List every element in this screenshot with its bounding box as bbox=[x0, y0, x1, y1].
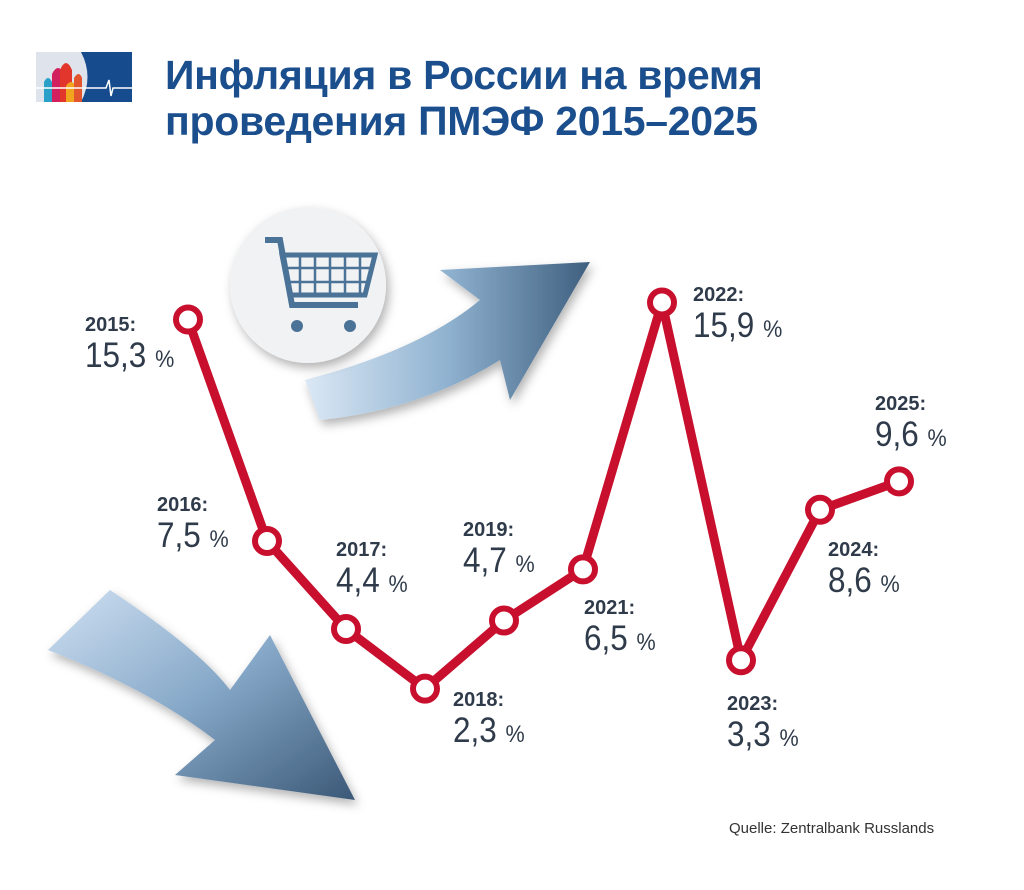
shopping-cart-icon bbox=[230, 207, 386, 363]
unit-label: % bbox=[209, 526, 229, 553]
value-number: 6,5 bbox=[584, 619, 628, 659]
value-label: 4,4 % bbox=[336, 561, 408, 605]
year-label: 2019: bbox=[463, 518, 515, 541]
value-label: 7,5 % bbox=[157, 516, 229, 560]
value-label: 9,6 % bbox=[875, 415, 947, 459]
data-point-2016 bbox=[252, 526, 282, 556]
data-label-2023: 2023: 3,3 % bbox=[727, 693, 807, 759]
year-label: 2025: bbox=[875, 393, 927, 416]
data-point-2022 bbox=[647, 287, 677, 318]
title-line-2: проведения ПМЭФ 2015–2025 bbox=[165, 98, 758, 144]
data-point-2024 bbox=[805, 494, 835, 525]
value-label: 15,9 % bbox=[693, 306, 782, 350]
value-label: 4,7 % bbox=[463, 541, 535, 585]
data-point-2019 bbox=[489, 605, 519, 636]
data-label-2015: 2015: 15,3 % bbox=[85, 314, 184, 380]
data-label-2025: 2025: 9,6 % bbox=[875, 393, 955, 459]
value-number: 7,5 bbox=[157, 516, 201, 555]
year-label: 2015: bbox=[85, 314, 137, 337]
data-point-2025 bbox=[884, 466, 914, 497]
value-label: 3,3 % bbox=[727, 715, 799, 759]
year-label: 2021: bbox=[584, 597, 636, 620]
value-label: 8,6 % bbox=[828, 561, 900, 605]
year-label: 2018: bbox=[453, 688, 505, 711]
data-label-2017: 2017: 4,4 % bbox=[336, 539, 416, 605]
value-number: 15,9 bbox=[693, 306, 755, 346]
year-label: 2023: bbox=[727, 693, 779, 716]
value-number: 8,6 bbox=[828, 560, 872, 600]
unit-label: % bbox=[388, 571, 408, 599]
arrow-up-icon bbox=[305, 262, 590, 420]
data-label-2022: 2022: 15,9 % bbox=[693, 284, 792, 350]
value-number: 15,3 bbox=[85, 336, 147, 376]
year-label: 2016: bbox=[157, 494, 209, 516]
data-label-2019: 2019: 4,7 % bbox=[463, 519, 543, 585]
year-label: 2024: bbox=[828, 538, 880, 561]
source-note: Quelle: Zentralbank Russlands bbox=[729, 820, 935, 837]
chart-title: Инфляция в России на время проведения ПМ… bbox=[165, 52, 763, 144]
arrow-down-icon bbox=[48, 590, 355, 800]
title-line-1: Инфляция в России на время bbox=[165, 52, 763, 98]
unit-label: % bbox=[515, 550, 535, 578]
data-label-2024: 2024: 8,6 % bbox=[828, 539, 908, 605]
data-point-2018 bbox=[410, 673, 440, 704]
data-label-2021: 2021: 6,5 % bbox=[584, 597, 664, 663]
unit-label: % bbox=[927, 425, 947, 453]
year-label: 2017: bbox=[336, 539, 388, 562]
value-label: 15,3 % bbox=[85, 336, 174, 380]
unit-label: % bbox=[779, 725, 799, 753]
unit-label: % bbox=[763, 316, 783, 344]
value-number: 4,7 bbox=[463, 540, 507, 580]
data-label-2016: 2016: 7,5 % bbox=[157, 494, 237, 560]
data-point-2017 bbox=[331, 614, 361, 645]
unit-label: % bbox=[636, 629, 656, 657]
data-point-2021 bbox=[568, 554, 598, 585]
unit-label: % bbox=[880, 570, 900, 598]
data-point-2023 bbox=[726, 645, 756, 676]
inflation-line bbox=[183, 297, 901, 694]
unit-label: % bbox=[155, 346, 175, 374]
value-number: 3,3 bbox=[727, 715, 771, 755]
data-point-2015 bbox=[173, 304, 203, 335]
spief-logo bbox=[36, 52, 132, 102]
unit-label: % bbox=[505, 720, 525, 748]
data-label-2018: 2018: 2,3 % bbox=[453, 689, 533, 755]
value-number: 2,3 bbox=[453, 710, 497, 750]
year-label: 2022: bbox=[693, 284, 745, 307]
value-label: 2,3 % bbox=[453, 711, 525, 755]
value-number: 9,6 bbox=[875, 415, 919, 455]
value-number: 4,4 bbox=[336, 561, 380, 601]
value-label: 6,5 % bbox=[584, 619, 656, 663]
